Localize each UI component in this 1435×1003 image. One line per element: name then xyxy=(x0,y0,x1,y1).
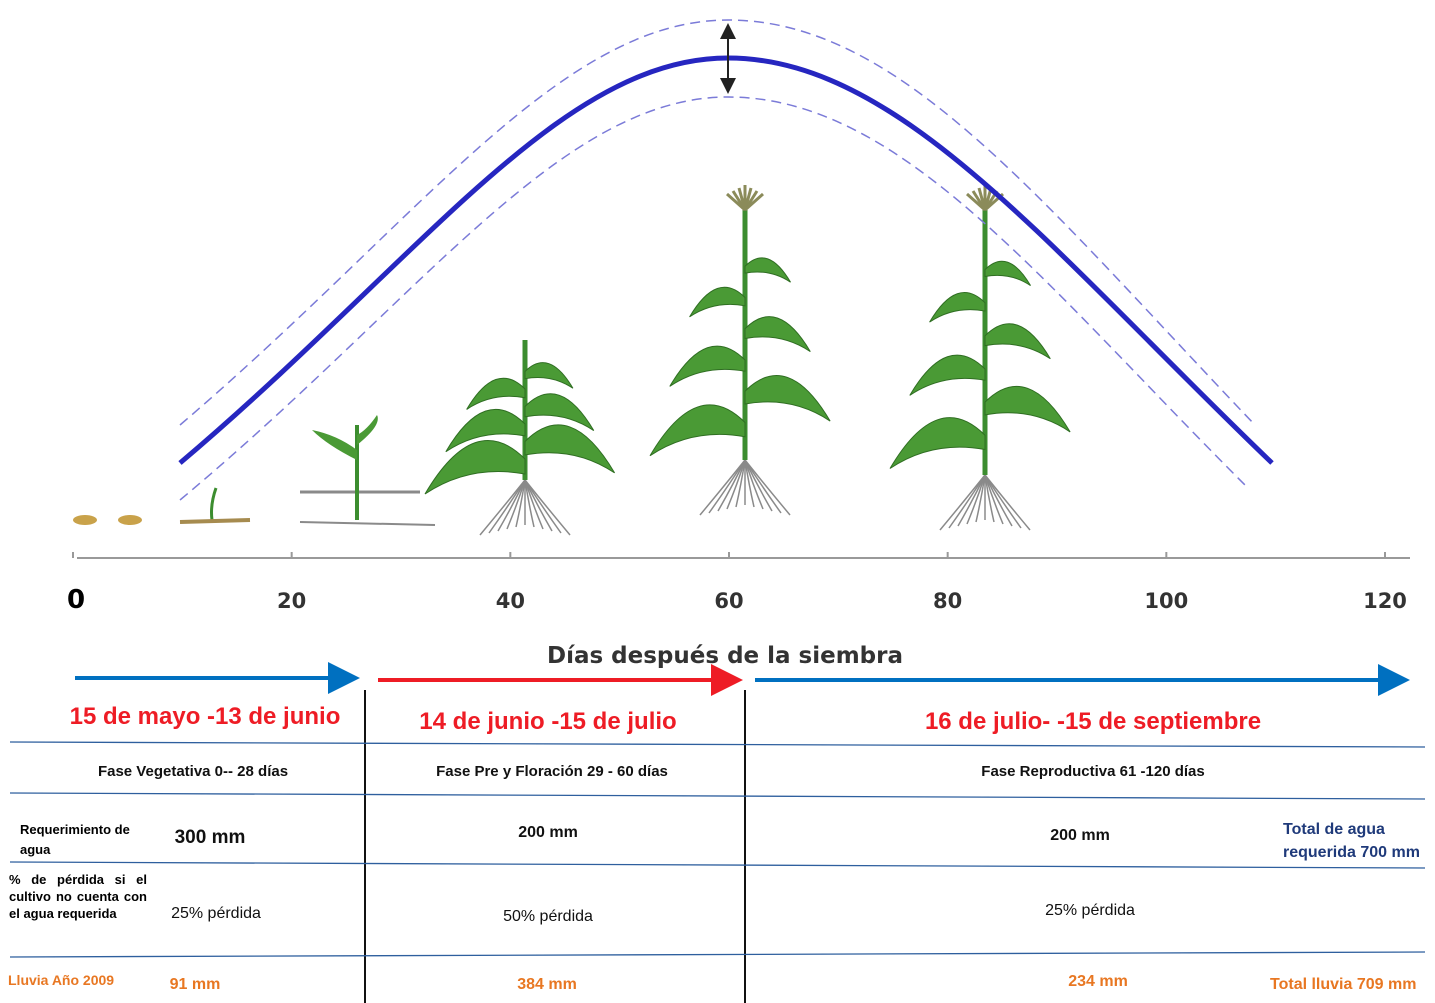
leaf xyxy=(984,386,1071,433)
leaf xyxy=(524,362,574,389)
x-tick-label: 0 xyxy=(67,585,85,615)
leaf xyxy=(889,417,986,469)
phase-name: Fase Vegetativa 0-- 28 días xyxy=(97,763,289,780)
requirement: 200 mm xyxy=(1050,827,1110,844)
axis-label: Días después de la siembra xyxy=(547,643,903,669)
row-line xyxy=(9,792,1426,800)
x-tick-label: 40 xyxy=(496,589,525,613)
root xyxy=(939,474,986,531)
row-label: % de pérdida si el cultivo no cuenta con… xyxy=(9,872,147,921)
leaf xyxy=(744,257,791,283)
x-tick-label: 80 xyxy=(933,589,962,613)
leaf xyxy=(909,354,986,396)
leaf xyxy=(929,292,986,323)
x-tick-label: 20 xyxy=(277,589,306,613)
leaf xyxy=(424,440,526,495)
root xyxy=(744,459,791,516)
loss: 25% pérdida xyxy=(171,905,261,922)
leaf xyxy=(524,393,595,431)
leaf xyxy=(744,375,831,422)
rain: 384 mm xyxy=(517,976,577,993)
x-tick-label: 100 xyxy=(1144,589,1188,613)
loss: 25% pérdida xyxy=(1045,902,1135,919)
phase-name: Fase Reproductiva 61 -120 días xyxy=(981,763,1205,780)
water-curve-lower xyxy=(179,96,1246,501)
leaf xyxy=(445,408,526,453)
phase-dates: 16 de julio- -15 de septiembre xyxy=(924,708,1262,735)
phase-dates: 15 de mayo -13 de junio xyxy=(69,703,341,730)
tassel xyxy=(744,192,764,212)
seed xyxy=(73,515,97,525)
water-curve xyxy=(178,55,1274,465)
requirement: 200 mm xyxy=(518,824,578,841)
phase-name: Fase Pre y Floración 29 - 60 días xyxy=(436,763,668,780)
water-curve-upper xyxy=(179,19,1256,426)
leaf xyxy=(466,377,526,410)
row-line xyxy=(9,741,1426,748)
phase-dates: 14 de junio -15 de julio xyxy=(419,708,677,735)
x-ticks: 0 20 40 60 80 100 120 xyxy=(67,552,1407,615)
row-line xyxy=(9,861,1426,869)
leaf xyxy=(744,316,811,353)
root xyxy=(984,474,1031,531)
loss: 50% pérdida xyxy=(503,908,593,925)
soil xyxy=(299,521,436,526)
root xyxy=(699,459,746,516)
leaf xyxy=(524,424,616,474)
leaf xyxy=(689,286,746,318)
row-label: Requerimiento de agua xyxy=(20,822,130,857)
rain: 91 mm xyxy=(169,976,221,993)
plants xyxy=(73,185,1071,536)
total-requirement: Total de agua requerida 700 mm xyxy=(1283,821,1420,861)
leaf xyxy=(649,404,746,457)
leaf xyxy=(669,345,746,387)
seed xyxy=(118,515,142,525)
total-rain: Total lluvia 709 mm xyxy=(1270,976,1417,993)
root xyxy=(524,479,571,536)
leaf xyxy=(984,323,1051,360)
sprout xyxy=(210,487,218,521)
leaf xyxy=(984,260,1031,286)
leaf xyxy=(312,415,378,460)
requirement: 300 mm xyxy=(174,827,246,848)
rain: 234 mm xyxy=(1068,973,1128,990)
root xyxy=(479,479,526,536)
x-tick-label: 120 xyxy=(1363,589,1407,613)
row-line xyxy=(9,951,1426,958)
row-label: Lluvia Año 2009 xyxy=(8,972,115,988)
x-tick-label: 60 xyxy=(714,589,743,613)
soil xyxy=(179,518,251,524)
